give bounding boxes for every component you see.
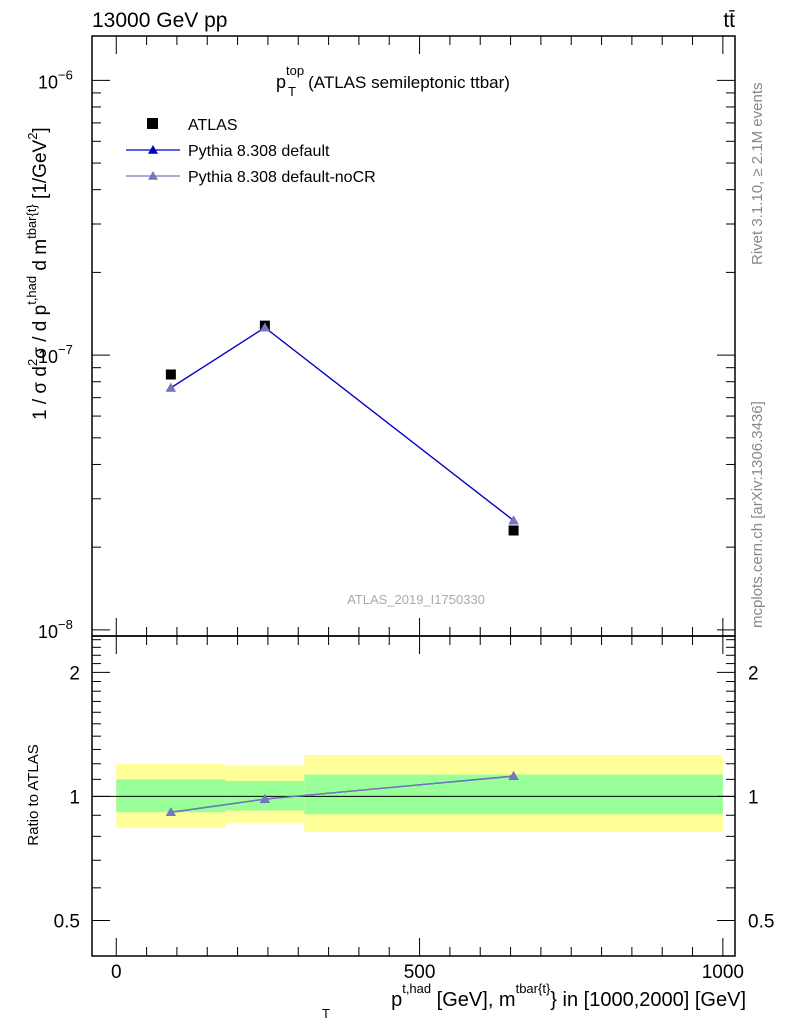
atlas-data-point	[165, 369, 176, 380]
series-line-default	[170, 326, 514, 522]
main-title-subscript: T	[288, 84, 296, 99]
main-ylabel: 1 / σ d2σ / d pt,had d mtbar{t} [1/GeV2]	[24, 127, 51, 420]
main-ticks	[92, 36, 735, 636]
main-y-tick-label: 10−7	[38, 342, 73, 367]
legend-marker-atlas	[147, 118, 158, 129]
ratio-y-tick-label: 1	[69, 787, 80, 808]
ratio-data	[165, 771, 519, 817]
ratio-ylabel: Ratio to ATLAS	[25, 744, 42, 845]
mc-data-point	[165, 382, 176, 392]
main-title: ptop(ATLAS semileptonic ttbar)	[276, 63, 510, 92]
ratio-panel: 0.5 0.5 1 1 2 2 0 500 1000 Ratio to ATLAS pt,had…	[25, 635, 775, 1021]
ratio-y-tick-label: 0.5	[54, 911, 80, 932]
atlas-data-point	[508, 525, 519, 536]
legend-label: Pythia 8.308 default	[188, 143, 330, 160]
header-energy-label: 13000 GeV pp	[92, 9, 227, 32]
ratio-data-point	[259, 794, 270, 803]
main-tick-labels: 10−8 10−7 10−6	[38, 67, 73, 642]
ratio-frame	[91, 635, 736, 957]
ratio-y-tick-label-right: 0.5	[748, 911, 774, 932]
ratio-data-point	[508, 771, 519, 780]
ratio-xlabel-subscript: T	[322, 1006, 330, 1021]
legend-marker-mc	[148, 171, 158, 180]
watermark-label: ATLAS_2019_I1750330	[347, 592, 485, 607]
mc-data-point	[508, 515, 519, 525]
main-panel: ATLAS_2019_I1750330 ptop(ATLAS semilepto…	[24, 35, 736, 642]
ratio-ticks	[92, 636, 735, 956]
legend-marker-mc	[148, 145, 158, 154]
ratio-x-tick-label: 1000	[702, 962, 744, 983]
main-y-tick-label: 10−6	[38, 67, 73, 92]
ratio-y-tick-label: 2	[69, 663, 80, 684]
ratio-y-tick-label-right: 2	[748, 663, 759, 684]
ratio-band-green	[304, 774, 723, 815]
header-process-label: tt̄	[723, 9, 735, 32]
series-line-nocr	[170, 326, 514, 522]
ratio-x-tick-label: 500	[404, 962, 436, 983]
legend-label: ATLAS	[188, 117, 238, 134]
ratio-bands	[116, 755, 723, 832]
ratio-tick-labels: 0.5 0.5 1 1 2 2 0 500 1000	[54, 663, 775, 983]
ratio-xlabel: pt,had [GeV], mtbar{t}} in [1000,2000] […	[391, 981, 746, 1011]
ratio-data-point	[165, 807, 176, 817]
main-y-tick-label: 10−8	[38, 617, 73, 642]
legend: ATLAS Pythia 8.308 default Pythia 8.308 de…	[126, 117, 376, 186]
rivet-label: Rivet 3.1.10, ≥ 2.1M events	[749, 83, 766, 266]
ratio-y-tick-label-right: 1	[748, 787, 759, 808]
main-data	[165, 320, 519, 536]
mc-data-point	[259, 322, 270, 332]
legend-label: Pythia 8.308 default-noCR	[188, 169, 376, 186]
mcplots-label: mcplots.cern.ch [arXiv:1306.3436]	[749, 401, 766, 628]
ratio-x-tick-label: 0	[111, 962, 122, 983]
